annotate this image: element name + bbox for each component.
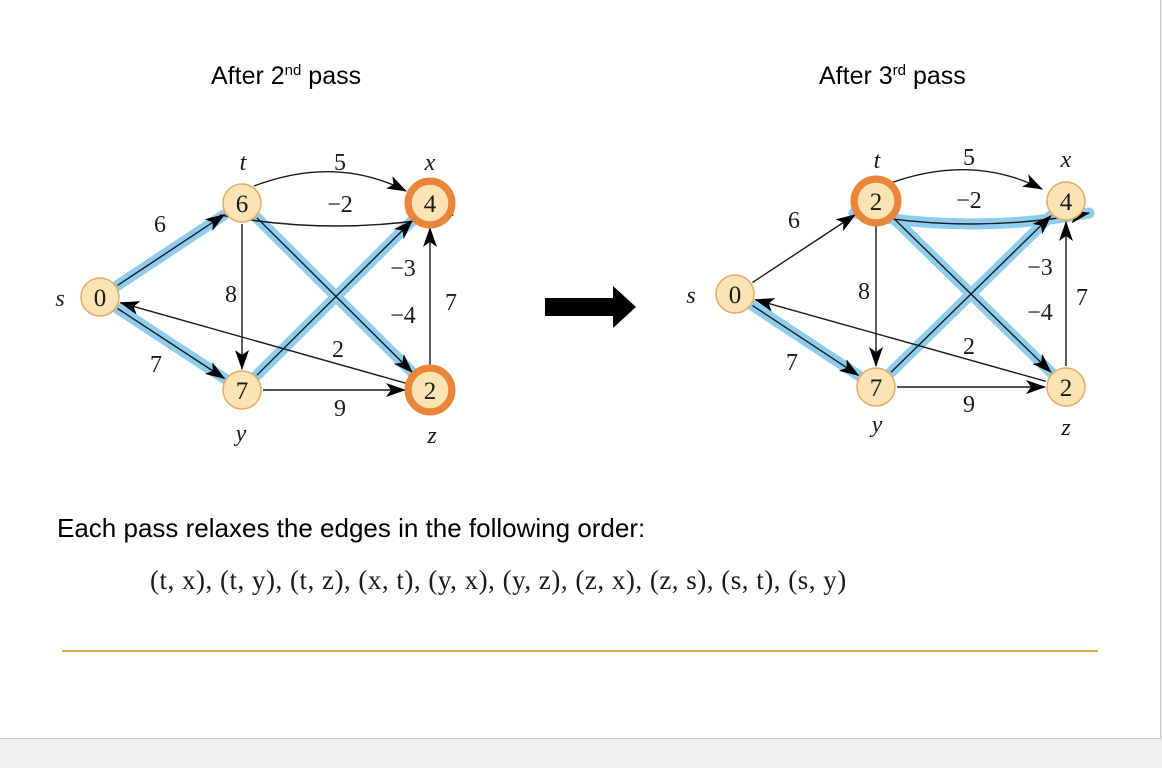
right-arrow-icon: [545, 286, 636, 328]
slide: After 2nd pass After 3rd pass 5 −2 6 8 −4 −3 7…: [0, 0, 1161, 739]
title-after-3rd-pass: After 3rd pass: [819, 62, 966, 91]
vertex-circle: [80, 277, 120, 317]
vertex-z: 2z: [404, 364, 456, 449]
title-right-text: After 3: [819, 62, 893, 90]
vertex-s: 0s: [55, 277, 120, 317]
vertex-distance: 2: [1060, 375, 1073, 402]
edge-weight-t-x: 5: [334, 150, 346, 176]
vertex-name: z: [426, 423, 437, 449]
vertex-y: 7y: [856, 367, 896, 438]
vertex-circle: [410, 183, 450, 223]
edge-layer: [752, 168, 1090, 394]
edge-z-s: [119, 301, 407, 384]
updated-vertex-ring: [404, 364, 456, 416]
edge-weight-t-z: −4: [1027, 300, 1053, 326]
vertex-name: t: [240, 150, 248, 176]
vertex-y: 7y: [222, 370, 262, 447]
edge-weight-z-s: 2: [332, 337, 344, 363]
vertex-distance: 2: [870, 189, 883, 216]
edge-weight-t-y: 8: [858, 279, 870, 305]
highlight-layer: [747, 207, 1095, 381]
edge-s-t: [117, 214, 226, 286]
title-after-2nd-pass: After 2nd pass: [211, 62, 361, 91]
edge-z-s: [754, 298, 1046, 382]
vertex-circle: [222, 183, 262, 223]
divider: [62, 650, 1098, 652]
edge-s-y: [752, 304, 860, 377]
vertex-z: 2z: [1046, 367, 1086, 441]
edge-relaxation-order: (t, x), (t, y), (t, z), (x, t), (y, x), …: [150, 565, 847, 595]
vertex-circle: [222, 370, 262, 410]
vertex-name: s: [55, 286, 64, 312]
vertex-distance: 6: [236, 191, 249, 218]
vertex-distance: 7: [236, 378, 249, 405]
edge-s-y: [117, 307, 226, 380]
edge-t-z: [893, 217, 1052, 374]
vertex-distance: 2: [424, 378, 437, 405]
vertex-name: y: [870, 412, 883, 438]
vertex-name: x: [1060, 147, 1072, 173]
edge-weight-s-y: 7: [786, 350, 798, 376]
edge-y-x: [890, 214, 1052, 373]
vertex-x: 4x: [404, 150, 456, 229]
vertex-circle: [715, 274, 755, 314]
edge-weight-y-x: −3: [390, 256, 416, 282]
weight-label-layer: 5 −2 6 8 −4 −3 7 2 7 9: [786, 145, 1088, 418]
edge-weight-y-z: 9: [334, 396, 346, 422]
title-right-suffix: pass: [906, 62, 966, 90]
updated-vertex-ring: [850, 175, 902, 227]
edge-layer: [117, 170, 454, 397]
vertex-distance: 0: [729, 282, 742, 309]
vertex-name: s: [686, 283, 695, 309]
vertex-t: 2t: [850, 148, 902, 227]
edge-weight-s-y: 7: [150, 352, 162, 378]
weight-label-layer: 5 −2 6 8 −4 −3 7 2 7 9: [150, 150, 457, 422]
vertex-distance: 0: [94, 285, 107, 312]
vertex-circle: [410, 370, 450, 410]
vertex-name: y: [234, 421, 247, 447]
edge-weight-x-t: −2: [327, 192, 353, 218]
vertex-x: 4x: [1046, 147, 1086, 221]
edge-y-x: [256, 219, 413, 376]
edge-weight-z-s: 2: [963, 334, 975, 360]
edge-weight-s-t: 6: [788, 208, 800, 234]
title-right-superscript: rd: [892, 62, 906, 79]
edge-weight-z-x: 7: [445, 290, 457, 316]
vertex-distance: 4: [1060, 189, 1073, 216]
vertex-circle: [1046, 181, 1086, 221]
edge-weight-s-t: 6: [154, 212, 166, 238]
title-left-text: After 2: [211, 62, 285, 90]
vertex-name: z: [1060, 415, 1071, 441]
edge-weight-t-x: 5: [963, 145, 975, 171]
edge-weight-z-x: 7: [1076, 285, 1088, 311]
edge-weight-x-t: −2: [956, 188, 982, 214]
edge-s-t: [752, 214, 856, 284]
vertex-name: x: [424, 150, 436, 176]
edge-weight-y-x: −3: [1027, 255, 1053, 281]
edge-t-x: [253, 170, 407, 192]
updated-vertex-ring: [404, 177, 456, 229]
caption: Each pass relaxes the edges in the follo…: [57, 513, 646, 543]
edge-t-x: [887, 168, 1043, 190]
title-left-suffix: pass: [301, 62, 362, 90]
edge-weight-t-y: 8: [225, 282, 237, 308]
vertex-circle: [856, 181, 896, 221]
vertex-t: 6t: [222, 150, 262, 223]
vertex-circle: [856, 367, 896, 407]
vertex-s: 0s: [686, 274, 755, 314]
edge-weight-y-z: 9: [963, 392, 975, 418]
edge-t-z: [256, 217, 413, 374]
edge-weight-t-z: −4: [390, 303, 416, 329]
title-left-superscript: nd: [284, 62, 302, 79]
vertex-circle: [1046, 367, 1086, 407]
vertex-distance: 7: [870, 375, 883, 402]
vertex-name: t: [874, 148, 882, 174]
vertex-distance: 4: [424, 191, 437, 218]
